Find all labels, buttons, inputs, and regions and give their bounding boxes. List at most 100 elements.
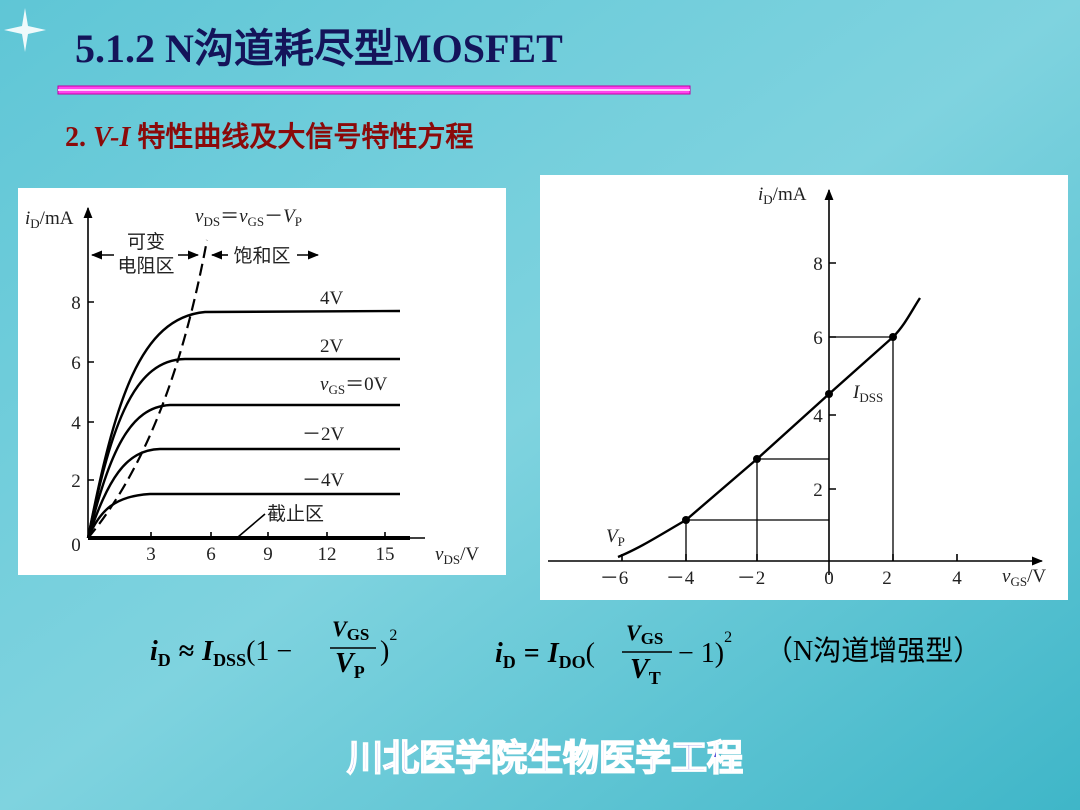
pointer [237, 513, 266, 538]
point [753, 455, 761, 463]
x-tick-label: 15 [376, 544, 395, 565]
x-tick-label: 4 [952, 568, 962, 589]
sub: GS [248, 214, 265, 229]
sub: D [503, 652, 516, 672]
curve [86, 357, 400, 539]
y-tick-label: 2 [813, 480, 823, 501]
ticks [88, 301, 386, 538]
x-tick-label: 9 [263, 544, 273, 565]
power: 2 [389, 627, 397, 644]
y-tick-label: 4 [71, 413, 81, 434]
curve-label: －2V [302, 424, 345, 445]
sym: V [626, 620, 643, 645]
sub: DS [203, 214, 220, 229]
boundary-label: vDS＝vGS－VP [195, 206, 302, 229]
sub: DSS [859, 390, 883, 405]
open: ( [586, 638, 595, 669]
minus: － [264, 206, 283, 227]
sym: i [758, 184, 763, 205]
sym: v [195, 206, 204, 227]
unit: /mA [773, 184, 807, 205]
sparkle [4, 8, 46, 52]
y-axis-label: iD/mA [25, 208, 74, 231]
y-tick-label: 4 [813, 406, 823, 427]
y-axis-label: iD/mA [758, 184, 807, 207]
sub: GS [641, 629, 664, 648]
curve-label: vGS＝0V [320, 374, 388, 397]
relation: ≈ [179, 636, 194, 667]
point [825, 390, 833, 398]
eq: ＝ [220, 206, 239, 227]
sym: v [239, 206, 248, 227]
origin-label: 0 [71, 535, 81, 556]
region-label: 电阻区 [117, 255, 174, 277]
x-axis-label: vGS/V [1002, 566, 1046, 589]
footer: 川北医学院生物医学工程 [347, 737, 743, 779]
svg-text:)2: )2 [380, 627, 397, 667]
output-figure: 3 6 9 12 15 2 4 6 8 0 iD/mA vDS/V vDS＝vG… [18, 188, 506, 575]
sub: P [295, 214, 302, 229]
sym: I [547, 638, 560, 669]
x-tick-label: －2 [737, 568, 766, 589]
region-label: 饱和区 [233, 245, 290, 267]
rest: ＝0V [345, 374, 388, 395]
x-tick-label: 12 [318, 544, 337, 565]
y-tick-label: 2 [71, 471, 81, 492]
sym: v [320, 374, 329, 395]
sym: v [435, 544, 444, 565]
title: 5.1.2 N沟道耗尽型MOSFET [75, 26, 563, 71]
close: ) [380, 636, 389, 667]
idss-label: IDSS [852, 382, 883, 405]
sym: I [852, 382, 861, 403]
subtitle-text: 特性曲线及大信号特性方程 [137, 120, 473, 153]
unit: /V [1027, 566, 1046, 587]
y-tick-label: 6 [813, 328, 823, 349]
sub: P [618, 534, 625, 549]
sub: GS [1010, 574, 1027, 589]
subtitle: 2. V-I 特性曲线及大信号特性方程 [65, 120, 473, 153]
region-label: 截止区 [267, 503, 324, 525]
sub: GS [328, 382, 345, 397]
sym: V [606, 526, 620, 547]
unit: /V [460, 544, 479, 565]
sub: DO [559, 652, 586, 672]
svg-text:VGS: VGS [626, 620, 663, 648]
points [682, 333, 897, 524]
y-tick-label: 8 [813, 254, 823, 275]
sym: V [332, 616, 349, 641]
transfer-figure: －6 －4 －2 0 2 4 2 4 6 8 iD/mA vGS/V IDSS … [540, 175, 1068, 600]
sub: DS [443, 552, 460, 567]
point [889, 333, 897, 341]
svg-text:VP: VP [335, 648, 365, 682]
svg-text:VGS: VGS [332, 616, 369, 644]
sub: T [649, 668, 661, 688]
svg-text:iD≈IDSS(1 −: iD ≈ IDSS(1 − [150, 636, 292, 670]
sym: i [25, 208, 30, 229]
y-tick-label: 8 [71, 293, 81, 314]
formula-enhancement: iD = IDO( VGS V T − 1)2 （N沟道增强型） [495, 620, 981, 688]
sub: P [354, 662, 365, 682]
sub: GS [347, 625, 370, 644]
power: 2 [724, 629, 732, 646]
vp-label: VP [606, 526, 625, 549]
sym: i [495, 638, 503, 669]
open: (1 − [246, 636, 292, 667]
x-tick-label: －4 [666, 568, 695, 589]
sub: DSS [213, 650, 246, 670]
subtitle-number: 2. [65, 122, 86, 153]
curve-label: 4V [320, 288, 344, 309]
curve-label: 2V [320, 336, 344, 357]
sub: D [158, 650, 171, 670]
svg-text:− 1)2: − 1)2 [678, 629, 732, 669]
point [682, 516, 690, 524]
unit: /mA [40, 208, 74, 229]
sym: I [201, 636, 214, 667]
close: − 1) [678, 638, 724, 669]
formula-note: （N沟道增强型） [765, 635, 981, 667]
y-tick-label: 6 [71, 353, 81, 374]
svg-text:iD=IDO(: iD = IDO( [495, 638, 595, 672]
sub: D [30, 216, 39, 231]
figure-panel [540, 175, 1068, 600]
relation: = [524, 638, 540, 669]
x-tick-label: －6 [600, 568, 629, 589]
